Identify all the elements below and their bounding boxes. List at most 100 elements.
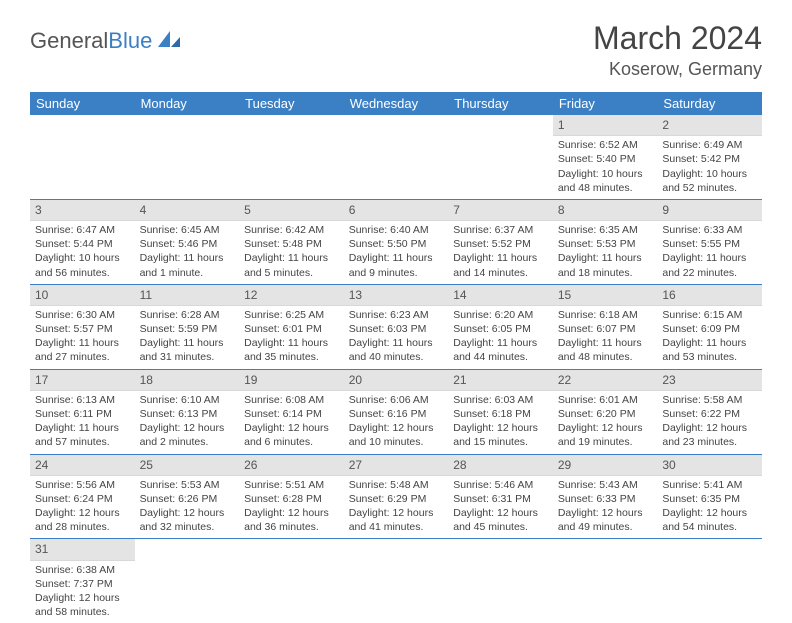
day-body: Sunrise: 6:30 AMSunset: 5:57 PMDaylight:…	[30, 306, 135, 369]
daylight-line: Daylight: 10 hours and 52 minutes.	[662, 167, 757, 195]
sunrise-line: Sunrise: 6:15 AM	[662, 308, 757, 322]
day-number: 1	[553, 115, 658, 136]
empty-cell	[448, 539, 553, 623]
day-body: Sunrise: 5:43 AMSunset: 6:33 PMDaylight:…	[553, 476, 658, 539]
day-cell: 16Sunrise: 6:15 AMSunset: 6:09 PMDayligh…	[657, 284, 762, 369]
day-number: 14	[448, 285, 553, 306]
day-cell: 17Sunrise: 6:13 AMSunset: 6:11 PMDayligh…	[30, 369, 135, 454]
logo-blue: Blue	[108, 28, 152, 53]
day-cell: 30Sunrise: 5:41 AMSunset: 6:35 PMDayligh…	[657, 454, 762, 539]
daylight-line: Daylight: 11 hours and 22 minutes.	[662, 251, 757, 279]
day-number: 27	[344, 455, 449, 476]
day-cell: 1Sunrise: 6:52 AMSunset: 5:40 PMDaylight…	[553, 115, 658, 199]
daylight-line: Daylight: 11 hours and 53 minutes.	[662, 336, 757, 364]
day-body: Sunrise: 6:18 AMSunset: 6:07 PMDaylight:…	[553, 306, 658, 369]
day-cell: 2Sunrise: 6:49 AMSunset: 5:42 PMDaylight…	[657, 115, 762, 199]
sunrise-line: Sunrise: 5:48 AM	[349, 478, 444, 492]
sunset-line: Sunset: 6:35 PM	[662, 492, 757, 506]
sunset-line: Sunset: 6:20 PM	[558, 407, 653, 421]
day-body: Sunrise: 6:38 AMSunset: 7:37 PMDaylight:…	[30, 561, 135, 623]
sunrise-line: Sunrise: 6:18 AM	[558, 308, 653, 322]
sunrise-line: Sunrise: 6:37 AM	[453, 223, 548, 237]
weekday-monday: Monday	[135, 92, 240, 115]
day-cell: 21Sunrise: 6:03 AMSunset: 6:18 PMDayligh…	[448, 369, 553, 454]
daylight-line: Daylight: 10 hours and 48 minutes.	[558, 167, 653, 195]
day-cell: 19Sunrise: 6:08 AMSunset: 6:14 PMDayligh…	[239, 369, 344, 454]
sunset-line: Sunset: 6:09 PM	[662, 322, 757, 336]
daylight-line: Daylight: 12 hours and 32 minutes.	[140, 506, 235, 534]
sunrise-line: Sunrise: 6:23 AM	[349, 308, 444, 322]
day-body: Sunrise: 6:37 AMSunset: 5:52 PMDaylight:…	[448, 221, 553, 284]
sunrise-line: Sunrise: 6:03 AM	[453, 393, 548, 407]
day-body: Sunrise: 6:20 AMSunset: 6:05 PMDaylight:…	[448, 306, 553, 369]
day-number: 21	[448, 370, 553, 391]
daylight-line: Daylight: 12 hours and 6 minutes.	[244, 421, 339, 449]
sunset-line: Sunset: 6:16 PM	[349, 407, 444, 421]
day-body: Sunrise: 6:10 AMSunset: 6:13 PMDaylight:…	[135, 391, 240, 454]
day-body: Sunrise: 5:58 AMSunset: 6:22 PMDaylight:…	[657, 391, 762, 454]
day-body: Sunrise: 6:42 AMSunset: 5:48 PMDaylight:…	[239, 221, 344, 284]
daylight-line: Daylight: 12 hours and 36 minutes.	[244, 506, 339, 534]
daylight-line: Daylight: 12 hours and 41 minutes.	[349, 506, 444, 534]
day-body: Sunrise: 5:51 AMSunset: 6:28 PMDaylight:…	[239, 476, 344, 539]
daylight-line: Daylight: 12 hours and 54 minutes.	[662, 506, 757, 534]
day-cell: 3Sunrise: 6:47 AMSunset: 5:44 PMDaylight…	[30, 199, 135, 284]
empty-cell	[553, 539, 658, 623]
sunset-line: Sunset: 5:44 PM	[35, 237, 130, 251]
day-cell: 23Sunrise: 5:58 AMSunset: 6:22 PMDayligh…	[657, 369, 762, 454]
sunset-line: Sunset: 5:59 PM	[140, 322, 235, 336]
day-body: Sunrise: 6:25 AMSunset: 6:01 PMDaylight:…	[239, 306, 344, 369]
sunset-line: Sunset: 5:53 PM	[558, 237, 653, 251]
daylight-line: Daylight: 11 hours and 14 minutes.	[453, 251, 548, 279]
daylight-line: Daylight: 11 hours and 9 minutes.	[349, 251, 444, 279]
title-block: March 2024 Koserow, Germany	[593, 20, 762, 80]
day-body: Sunrise: 6:52 AMSunset: 5:40 PMDaylight:…	[553, 136, 658, 199]
sunset-line: Sunset: 5:46 PM	[140, 237, 235, 251]
month-title: March 2024	[593, 20, 762, 57]
daylight-line: Daylight: 11 hours and 18 minutes.	[558, 251, 653, 279]
day-cell: 11Sunrise: 6:28 AMSunset: 5:59 PMDayligh…	[135, 284, 240, 369]
day-number: 23	[657, 370, 762, 391]
day-cell: 26Sunrise: 5:51 AMSunset: 6:28 PMDayligh…	[239, 454, 344, 539]
sunset-line: Sunset: 6:29 PM	[349, 492, 444, 506]
day-number: 24	[30, 455, 135, 476]
day-cell: 25Sunrise: 5:53 AMSunset: 6:26 PMDayligh…	[135, 454, 240, 539]
day-cell: 12Sunrise: 6:25 AMSunset: 6:01 PMDayligh…	[239, 284, 344, 369]
sunrise-line: Sunrise: 6:30 AM	[35, 308, 130, 322]
day-body: Sunrise: 6:28 AMSunset: 5:59 PMDaylight:…	[135, 306, 240, 369]
day-cell: 7Sunrise: 6:37 AMSunset: 5:52 PMDaylight…	[448, 199, 553, 284]
sunrise-line: Sunrise: 6:33 AM	[662, 223, 757, 237]
day-body: Sunrise: 6:08 AMSunset: 6:14 PMDaylight:…	[239, 391, 344, 454]
day-body: Sunrise: 6:03 AMSunset: 6:18 PMDaylight:…	[448, 391, 553, 454]
sunrise-line: Sunrise: 5:41 AM	[662, 478, 757, 492]
day-number: 29	[553, 455, 658, 476]
day-number: 4	[135, 200, 240, 221]
empty-cell	[344, 115, 449, 199]
day-number: 6	[344, 200, 449, 221]
day-number: 10	[30, 285, 135, 306]
day-body: Sunrise: 5:48 AMSunset: 6:29 PMDaylight:…	[344, 476, 449, 539]
day-body: Sunrise: 6:33 AMSunset: 5:55 PMDaylight:…	[657, 221, 762, 284]
sunset-line: Sunset: 6:31 PM	[453, 492, 548, 506]
calendar-body: 1Sunrise: 6:52 AMSunset: 5:40 PMDaylight…	[30, 115, 762, 623]
sunset-line: Sunset: 6:03 PM	[349, 322, 444, 336]
weekday-thursday: Thursday	[448, 92, 553, 115]
day-number: 28	[448, 455, 553, 476]
day-number: 13	[344, 285, 449, 306]
sunrise-line: Sunrise: 5:58 AM	[662, 393, 757, 407]
day-cell: 15Sunrise: 6:18 AMSunset: 6:07 PMDayligh…	[553, 284, 658, 369]
day-cell: 5Sunrise: 6:42 AMSunset: 5:48 PMDaylight…	[239, 199, 344, 284]
calendar-table: SundayMondayTuesdayWednesdayThursdayFrid…	[30, 92, 762, 623]
daylight-line: Daylight: 11 hours and 31 minutes.	[140, 336, 235, 364]
day-cell: 14Sunrise: 6:20 AMSunset: 6:05 PMDayligh…	[448, 284, 553, 369]
empty-cell	[239, 115, 344, 199]
week-row: 31Sunrise: 6:38 AMSunset: 7:37 PMDayligh…	[30, 539, 762, 623]
daylight-line: Daylight: 12 hours and 58 minutes.	[35, 591, 130, 619]
week-row: 3Sunrise: 6:47 AMSunset: 5:44 PMDaylight…	[30, 199, 762, 284]
daylight-line: Daylight: 12 hours and 45 minutes.	[453, 506, 548, 534]
day-number: 2	[657, 115, 762, 136]
day-body: Sunrise: 6:49 AMSunset: 5:42 PMDaylight:…	[657, 136, 762, 199]
day-number: 25	[135, 455, 240, 476]
daylight-line: Daylight: 11 hours and 57 minutes.	[35, 421, 130, 449]
daylight-line: Daylight: 11 hours and 1 minute.	[140, 251, 235, 279]
